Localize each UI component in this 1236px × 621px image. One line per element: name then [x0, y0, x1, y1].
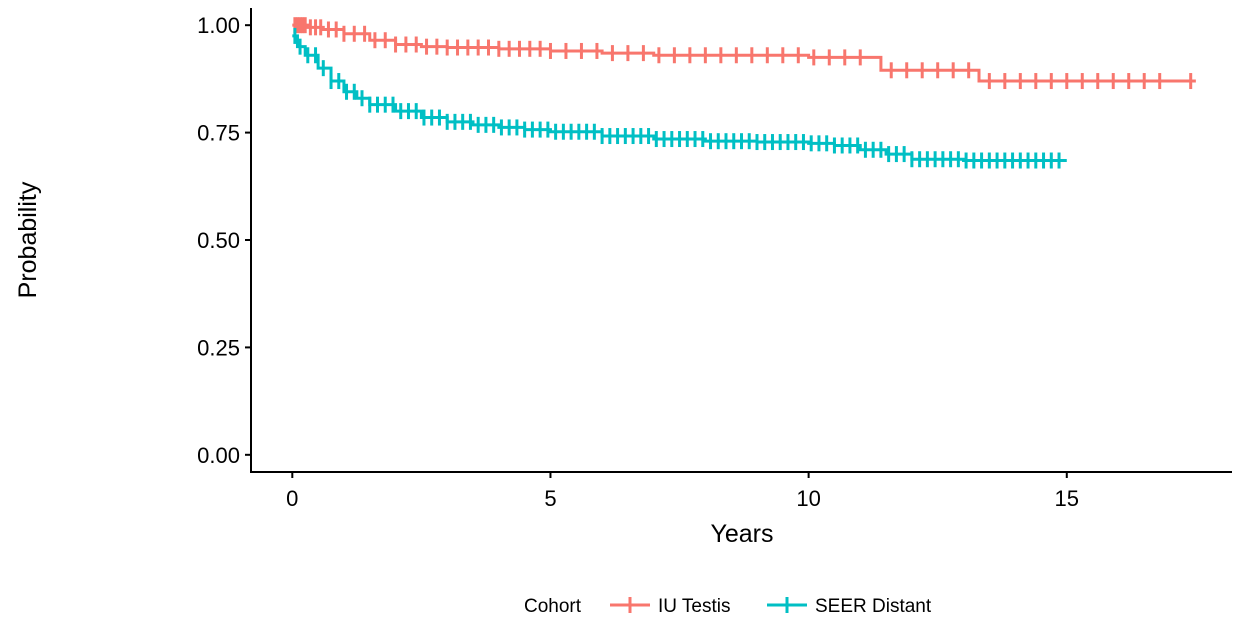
series-iu-testis	[292, 17, 1196, 90]
series-layer	[292, 17, 1196, 169]
y-axis-ticks: 0.00 0.25 0.50 0.75 1.00	[197, 13, 251, 468]
legend-label-seer-distant: SEER Distant	[815, 596, 932, 617]
legend: Cohort IU Testis SEER Distant	[524, 596, 932, 617]
legend-key-seer-distant	[767, 597, 807, 613]
legend-title: Cohort	[524, 596, 582, 617]
y-tick-label: 0.00	[197, 443, 240, 468]
x-tick-label: 15	[1055, 486, 1079, 511]
survival-curve-iu-testis	[292, 23, 1196, 83]
y-tick-label: 0.25	[197, 335, 240, 360]
x-axis-title: Years	[710, 520, 773, 548]
x-tick-label: 0	[286, 486, 298, 511]
x-tick-label: 10	[796, 486, 820, 511]
legend-label-iu-testis: IU Testis	[658, 596, 731, 617]
y-axis-title: Probability	[14, 181, 42, 298]
y-tick-label: 1.00	[197, 13, 240, 38]
series-seer-distant	[292, 27, 1067, 169]
y-tick-label: 0.75	[197, 121, 240, 146]
legend-key-iu-testis	[610, 597, 650, 613]
x-tick-label: 5	[544, 486, 556, 511]
y-tick-label: 0.50	[197, 228, 240, 253]
x-axis-ticks: 0 5 10 15	[286, 472, 1079, 511]
